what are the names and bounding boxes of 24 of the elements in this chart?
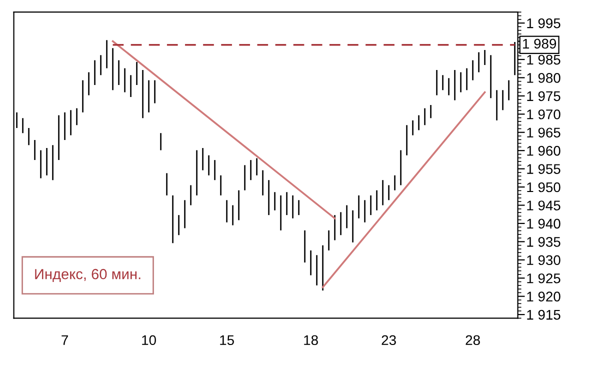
y-tick-label: 1 920 bbox=[527, 292, 560, 302]
y-tick-label: 1 995 bbox=[527, 18, 560, 28]
x-tick-label: 18 bbox=[304, 335, 318, 346]
x-tick-label: 23 bbox=[382, 335, 396, 346]
y-tick-label: 1 915 bbox=[527, 310, 560, 320]
y-tick-label: 1 935 bbox=[527, 237, 560, 247]
y-tick-label: 1 955 bbox=[527, 164, 560, 174]
annotation: 1 989 bbox=[523, 38, 556, 49]
y-tick-label: 1 975 bbox=[527, 91, 560, 102]
x-tick-label: 15 bbox=[220, 335, 234, 346]
y-tick-label: 1 940 bbox=[527, 218, 560, 229]
x-tick-label: 10 bbox=[142, 335, 156, 346]
y-tick-label: 1 960 bbox=[527, 146, 560, 156]
y-tick-label: 1 985 bbox=[527, 54, 560, 65]
y-tick-label: 1 965 bbox=[527, 128, 560, 138]
x-tick-label: 28 bbox=[466, 335, 480, 346]
x-tick-label: 7 bbox=[62, 335, 68, 345]
y-tick-label: 1 950 bbox=[527, 182, 560, 192]
y-tick-label: 1 980 bbox=[527, 73, 560, 83]
y-tick-label: 1 970 bbox=[527, 109, 560, 120]
y-tick-label: 1 925 bbox=[527, 273, 560, 284]
y-tick-label: 1 945 bbox=[527, 200, 560, 210]
annotation: Индекс, 60 мин. bbox=[35, 268, 140, 282]
y-tick-label: 1 930 bbox=[527, 255, 560, 266]
